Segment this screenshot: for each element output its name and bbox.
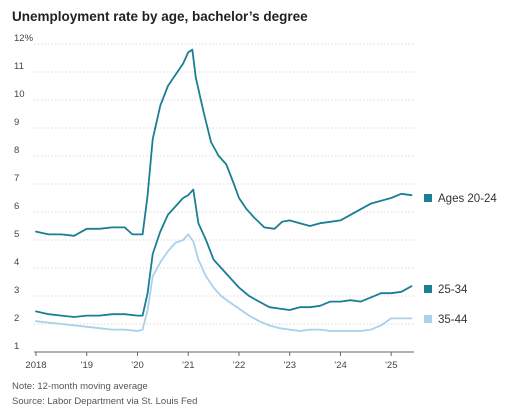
x-tick-label: 2018	[25, 360, 46, 371]
y-tick-label: 2	[14, 313, 19, 324]
legend-label: Ages 20-24	[438, 193, 497, 205]
x-tick-label: ’23	[283, 360, 296, 371]
x-tick-label: ’24	[334, 360, 347, 371]
x-tick-label: ’21	[182, 360, 195, 371]
x-tick-label: ’25	[385, 360, 398, 371]
legend-swatch	[424, 285, 432, 293]
legend-swatch	[424, 194, 432, 202]
x-tick-label: ’19	[80, 360, 93, 371]
y-tick-label: 6	[14, 201, 19, 212]
x-tick-label: ’22	[233, 360, 246, 371]
legend-label: 35-44	[438, 314, 468, 326]
series-line-2	[35, 188, 413, 318]
y-tick-label: 12%	[14, 33, 34, 44]
y-tick-label: 3	[14, 285, 19, 296]
y-tick-label: 8	[14, 145, 19, 156]
legend-swatch	[424, 315, 432, 323]
legend-label: 25-34	[438, 284, 468, 296]
series-line-1	[35, 48, 413, 237]
source-note: Source: Labor Department via St. Louis F…	[12, 396, 198, 407]
y-tick-label: 11	[14, 61, 24, 72]
y-tick-label: 10	[14, 89, 25, 100]
y-tick-label: 1	[14, 341, 19, 352]
y-tick-label: 9	[14, 117, 19, 128]
y-tick-label: 4	[14, 257, 19, 268]
footnote: Note: 12-month moving average	[12, 381, 148, 392]
x-tick-label: ’20	[131, 360, 144, 371]
series-line-3	[35, 233, 413, 332]
y-tick-label: 7	[14, 173, 19, 184]
y-tick-label: 5	[14, 229, 19, 240]
chart-title: Unemployment rate by age, bachelor’s deg…	[12, 9, 308, 24]
